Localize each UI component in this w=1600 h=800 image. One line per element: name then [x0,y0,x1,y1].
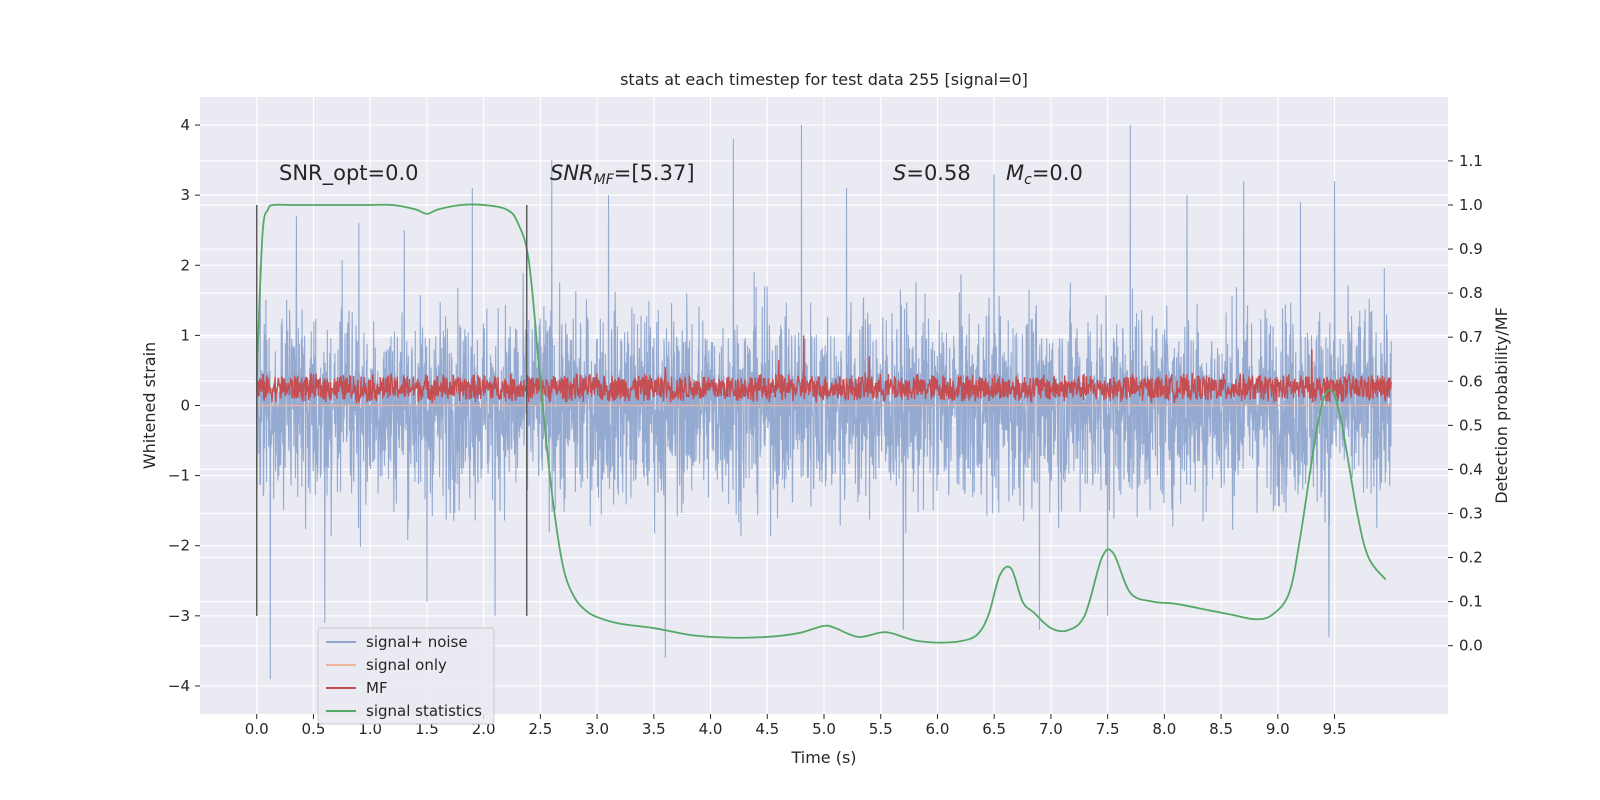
x-tick-label: 0.0 [245,720,269,738]
x-tick-label: 2.5 [528,720,552,738]
annotation-snr-opt: SNR_opt=0.0 [279,161,419,186]
y2-tick-label: 0.1 [1459,593,1483,611]
y-tick-label: −1 [168,467,190,485]
y2-axis-label: Detection probability/MF [1492,307,1511,504]
axis-ticks: 0.0 0.5 1.0 1.5 2.0 2.5 3.0 3.5 4.0 4.5 5.0 5.5 6.0 6… [168,116,1483,738]
signal-noise-line [256,125,1392,679]
y2-tick-label: 0.7 [1459,328,1483,346]
annotation-mc: Mc=0.0 [1006,161,1083,188]
x-tick-label: 7.0 [1039,720,1063,738]
series-signal-noise [256,125,1392,679]
legend-entry: signal+ noise [366,633,468,651]
y-tick-label: −2 [168,537,190,555]
x-tick-label: 9.0 [1266,720,1290,738]
y2-tick-label: 0.4 [1459,460,1483,478]
x-tick-label: 9.5 [1323,720,1347,738]
y-tick-label: −3 [168,607,190,625]
y2-tick-label: 0.0 [1459,637,1483,655]
y-tick-label: −4 [168,677,190,695]
legend: signal+ noise signal only MF signal statist… [317,627,495,725]
x-tick-label: 7.5 [1096,720,1120,738]
annotations: SNR_opt=0.0 SNRMF=[5.37] S=0.58 Mc=0.0 [279,161,1083,188]
y2-tick-label: 0.3 [1459,504,1483,522]
y-tick-label: 3 [180,186,190,204]
y-tick-label: 2 [180,256,190,274]
series-mf [256,335,1392,404]
x-tick-label: 0.5 [302,720,326,738]
mf-line [256,335,1392,404]
y2-tick-label: 1.0 [1459,196,1483,214]
y-tick-label: 0 [180,397,190,415]
x-tick-label: 4.5 [755,720,779,738]
x-tick-label: 5.0 [812,720,836,738]
y-axis-label: Whitened strain [140,342,159,469]
y2-tick-label: 0.9 [1459,240,1483,258]
x-tick-label: 8.5 [1209,720,1233,738]
x-tick-label: 6.0 [926,720,950,738]
y-tick-label: 1 [180,326,190,344]
y2-tick-label: 0.2 [1459,549,1483,567]
y2-tick-label: 0.8 [1459,284,1483,302]
x-tick-label: 3.5 [642,720,666,738]
series-layer [255,125,1392,679]
x-tick-label: 3.0 [585,720,609,738]
annotation-s: S=0.58 [893,161,971,185]
y2-tick-label: 1.1 [1459,152,1483,170]
x-tick-label: 8.0 [1152,720,1176,738]
legend-entry: MF [366,679,388,697]
legend-box [317,627,495,725]
chart-title: stats at each timestep for test data 255… [620,70,1028,89]
x-tick-label: 5.5 [869,720,893,738]
legend-entry: signal only [366,656,447,674]
x-axis-label: Time (s) [790,748,856,767]
y-tick-label: 4 [180,116,190,134]
x-tick-label: 6.5 [982,720,1006,738]
signal-statistics-line [255,203,1387,644]
legend-entry: signal statistics [366,702,482,720]
y2-tick-label: 0.5 [1459,416,1483,434]
annotation-snr-mf: SNRMF=[5.37] [550,161,695,188]
y2-tick-label: 0.6 [1459,372,1483,390]
x-tick-label: 4.0 [699,720,723,738]
